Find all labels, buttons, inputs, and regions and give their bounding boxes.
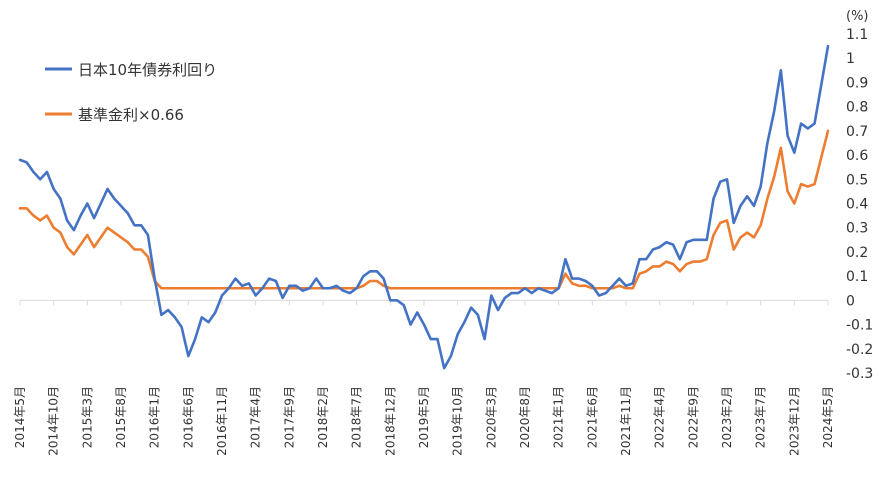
y-tick-label: 0.8 — [846, 100, 868, 116]
y-tick-label: 0.5 — [846, 172, 868, 188]
x-tick-label: 2022年4月 — [653, 386, 667, 448]
y-tick-label: 0.9 — [846, 75, 868, 91]
x-tick-label: 2015年8月 — [114, 386, 128, 448]
y-tick-label: 0 — [846, 293, 855, 309]
x-tick-label: 2016年11月 — [215, 386, 229, 456]
legend: 日本10年債券利回り 基準金利×0.66 — [45, 61, 217, 124]
x-tick-label: 2021年11月 — [619, 386, 633, 456]
series-layer — [18, 44, 830, 370]
x-tick-label: 2019年10月 — [451, 386, 465, 456]
y-tick-label: -0.2 — [846, 342, 873, 358]
x-tick-label: 2023年12月 — [787, 386, 801, 456]
series-line-10y-yield — [18, 44, 830, 370]
y-tick-label: 0.7 — [846, 124, 868, 140]
x-tick-label: 2020年3月 — [484, 386, 498, 448]
x-tick-label: 2021年6月 — [585, 386, 599, 448]
y-tick-label: 0.4 — [846, 197, 868, 213]
y-tick-label: 0.3 — [846, 221, 868, 237]
x-axis-tick-labels: 2014年5月 2014年10月 2015年3月 2015年8月 2016年1月 2016… — [13, 386, 835, 456]
x-tick-label: 2018年7月 — [350, 386, 364, 448]
y-axis-tick-labels: 1.1 1 0.9 0.8 0.7 0.6 0.5 0.4 0.3 0.2 0.1 0 -0.1 -0.2… — [846, 27, 873, 382]
y-tick-label: 1.1 — [846, 27, 868, 43]
y-tick-label: -0.3 — [846, 366, 873, 382]
x-tick-label: 2021年1月 — [552, 386, 566, 448]
y-tick-label: 0.1 — [846, 269, 868, 285]
x-tick-label: 2017年9月 — [282, 386, 296, 448]
x-tick-label: 2019年5月 — [417, 386, 431, 448]
y-tick-label: -0.1 — [846, 318, 873, 334]
axis-layer — [19, 299, 829, 306]
legend-label-10y-yield: 日本10年債券利回り — [78, 61, 217, 79]
y-tick-label: 0.6 — [846, 148, 868, 164]
x-tick-label: 2020年8月 — [518, 386, 532, 448]
x-tick-label: 2018年2月 — [316, 386, 330, 448]
x-tick-label: 2018年12月 — [383, 386, 397, 456]
x-tick-label: 2014年10月 — [47, 386, 61, 456]
x-tick-label: 2023年2月 — [720, 386, 734, 448]
y-axis-unit-label: (%) — [846, 9, 869, 24]
x-tick-label: 2014年5月 — [13, 386, 27, 448]
y-tick-label: 0.2 — [846, 245, 868, 261]
x-tick-label: 2023年7月 — [754, 386, 768, 448]
x-tick-label: 2015年3月 — [80, 386, 94, 448]
x-tick-label: 2024年5月 — [821, 386, 835, 448]
legend-label-base-rate: 基準金利×0.66 — [78, 106, 184, 124]
x-tick-label: 2022年9月 — [686, 386, 700, 448]
x-tick-label: 2017年4月 — [249, 386, 263, 448]
series-line-base-rate — [18, 129, 830, 290]
y-tick-label: 1 — [846, 51, 855, 67]
x-tick-label: 2016年1月 — [148, 386, 162, 448]
x-tick-label: 2016年6月 — [181, 386, 195, 448]
